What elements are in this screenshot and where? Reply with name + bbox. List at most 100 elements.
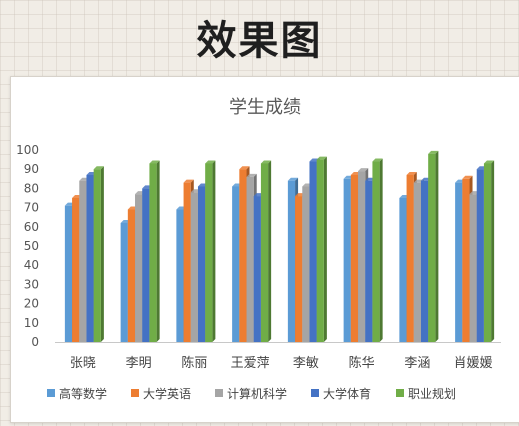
bar-face — [316, 159, 324, 342]
bar-top — [260, 160, 272, 164]
bar-side — [379, 158, 383, 342]
bar-face — [176, 209, 184, 342]
legend-label: 高等数学 — [59, 386, 107, 401]
bar-face — [239, 169, 247, 342]
x-tick-label: 张晓 — [70, 356, 96, 371]
x-tick-label: 李涵 — [404, 356, 430, 371]
bar-top — [372, 158, 383, 162]
legend-swatch — [47, 389, 55, 397]
y-axis: 0 10 20 30 40 50 60 70 80 90 100 — [16, 143, 501, 349]
legend-label: 职业规划 — [408, 386, 456, 401]
bar — [483, 160, 495, 342]
y-tick-label: 40 — [24, 258, 39, 272]
x-tick-label: 陈丽 — [181, 355, 207, 371]
bar-top — [287, 177, 299, 181]
bar-face — [197, 186, 206, 342]
bar-side — [268, 160, 272, 342]
bar-side — [491, 160, 495, 342]
bar-face — [86, 174, 94, 342]
bar-top — [462, 175, 473, 179]
x-tick-label: 李敏 — [293, 356, 319, 371]
bar-face — [358, 171, 366, 342]
bar-side — [156, 160, 160, 342]
legend-swatch — [396, 389, 404, 397]
bar-top — [149, 160, 160, 164]
bar-face — [190, 192, 198, 342]
y-tick-label: 30 — [24, 277, 39, 291]
bar-face — [420, 180, 429, 342]
x-axis: 张晓 李明 陈丽 王爱萍 李敏 陈华 李涵 肖媛媛 — [70, 355, 493, 371]
bar-top — [246, 173, 257, 177]
bar-face — [365, 180, 373, 342]
bar-face — [413, 182, 421, 342]
legend-label: 大学英语 — [143, 386, 191, 401]
banner-title: 效果图 — [196, 18, 323, 64]
bar-top — [183, 179, 194, 183]
bar — [428, 150, 439, 342]
x-tick-label: 李明 — [126, 356, 152, 371]
x-tick-label: 王爱萍 — [231, 356, 270, 371]
legend-swatch — [215, 389, 223, 397]
bar-face — [127, 209, 136, 342]
bar — [93, 166, 104, 342]
y-tick-label: 60 — [24, 220, 39, 234]
bar-chart: 学生成绩 0 10 20 30 40 50 60 70 80 90 100 张晓 李明 陈丽 王爱萍 李敏 陈… — [16, 97, 501, 401]
bar-face — [462, 178, 470, 342]
bar-face — [406, 174, 414, 342]
x-tick-label: 陈华 — [349, 355, 375, 371]
bar-top — [358, 168, 369, 172]
bar-top — [483, 160, 495, 164]
legend-item: 计算机科学 — [215, 386, 287, 401]
legend-item: 大学英语 — [131, 386, 191, 401]
legend-swatch — [311, 389, 319, 397]
legend-label: 大学体育 — [323, 386, 371, 401]
bar-face — [476, 169, 484, 342]
bar-top — [239, 166, 250, 170]
bar-top — [428, 150, 439, 154]
bar-side — [435, 150, 439, 342]
bar-face — [372, 161, 380, 342]
y-tick-label: 100 — [16, 143, 39, 157]
bar-face — [350, 174, 359, 342]
bar-face — [232, 186, 240, 342]
bar-face — [469, 194, 477, 342]
bar-face — [149, 163, 157, 342]
x-tick-label: 肖媛媛 — [454, 356, 493, 371]
bar — [149, 160, 160, 342]
bar-top — [205, 160, 216, 164]
bar-face — [135, 194, 143, 342]
bar-face — [295, 196, 303, 342]
bars — [64, 150, 495, 342]
y-tick-label: 20 — [24, 297, 39, 311]
bar-face — [142, 188, 150, 342]
bar-face — [120, 222, 128, 342]
bar-top — [406, 171, 417, 175]
bar-face — [399, 198, 407, 342]
bar-top — [93, 166, 104, 170]
bar-face — [343, 178, 351, 342]
bar-face — [302, 186, 310, 342]
legend: 高等数学 大学英语 计算机科学 大学体育 职业规划 — [47, 386, 456, 401]
bar — [316, 156, 327, 342]
bar-face — [260, 163, 269, 342]
bar-side — [212, 160, 216, 342]
bar-face — [309, 161, 317, 342]
bar-face — [72, 198, 80, 342]
bar-face — [205, 163, 213, 342]
bar-face — [93, 169, 101, 342]
bar-side — [323, 156, 327, 342]
y-tick-label: 10 — [24, 316, 39, 330]
bar-face — [287, 180, 296, 342]
bar-face — [455, 182, 463, 342]
bar-face — [79, 180, 87, 342]
bar — [372, 158, 383, 342]
bar-face — [483, 163, 492, 342]
legend-swatch — [131, 389, 139, 397]
legend-item: 职业规划 — [396, 386, 456, 401]
chart-card: 学生成绩 0 10 20 30 40 50 60 70 80 90 100 张晓 李明 陈丽 王爱萍 李敏 陈… — [10, 76, 519, 423]
legend-item: 高等数学 — [47, 386, 107, 401]
bar-face — [428, 153, 436, 342]
bar-face — [246, 176, 254, 342]
bar-top — [316, 156, 327, 160]
chart-title: 学生成绩 — [229, 97, 301, 118]
